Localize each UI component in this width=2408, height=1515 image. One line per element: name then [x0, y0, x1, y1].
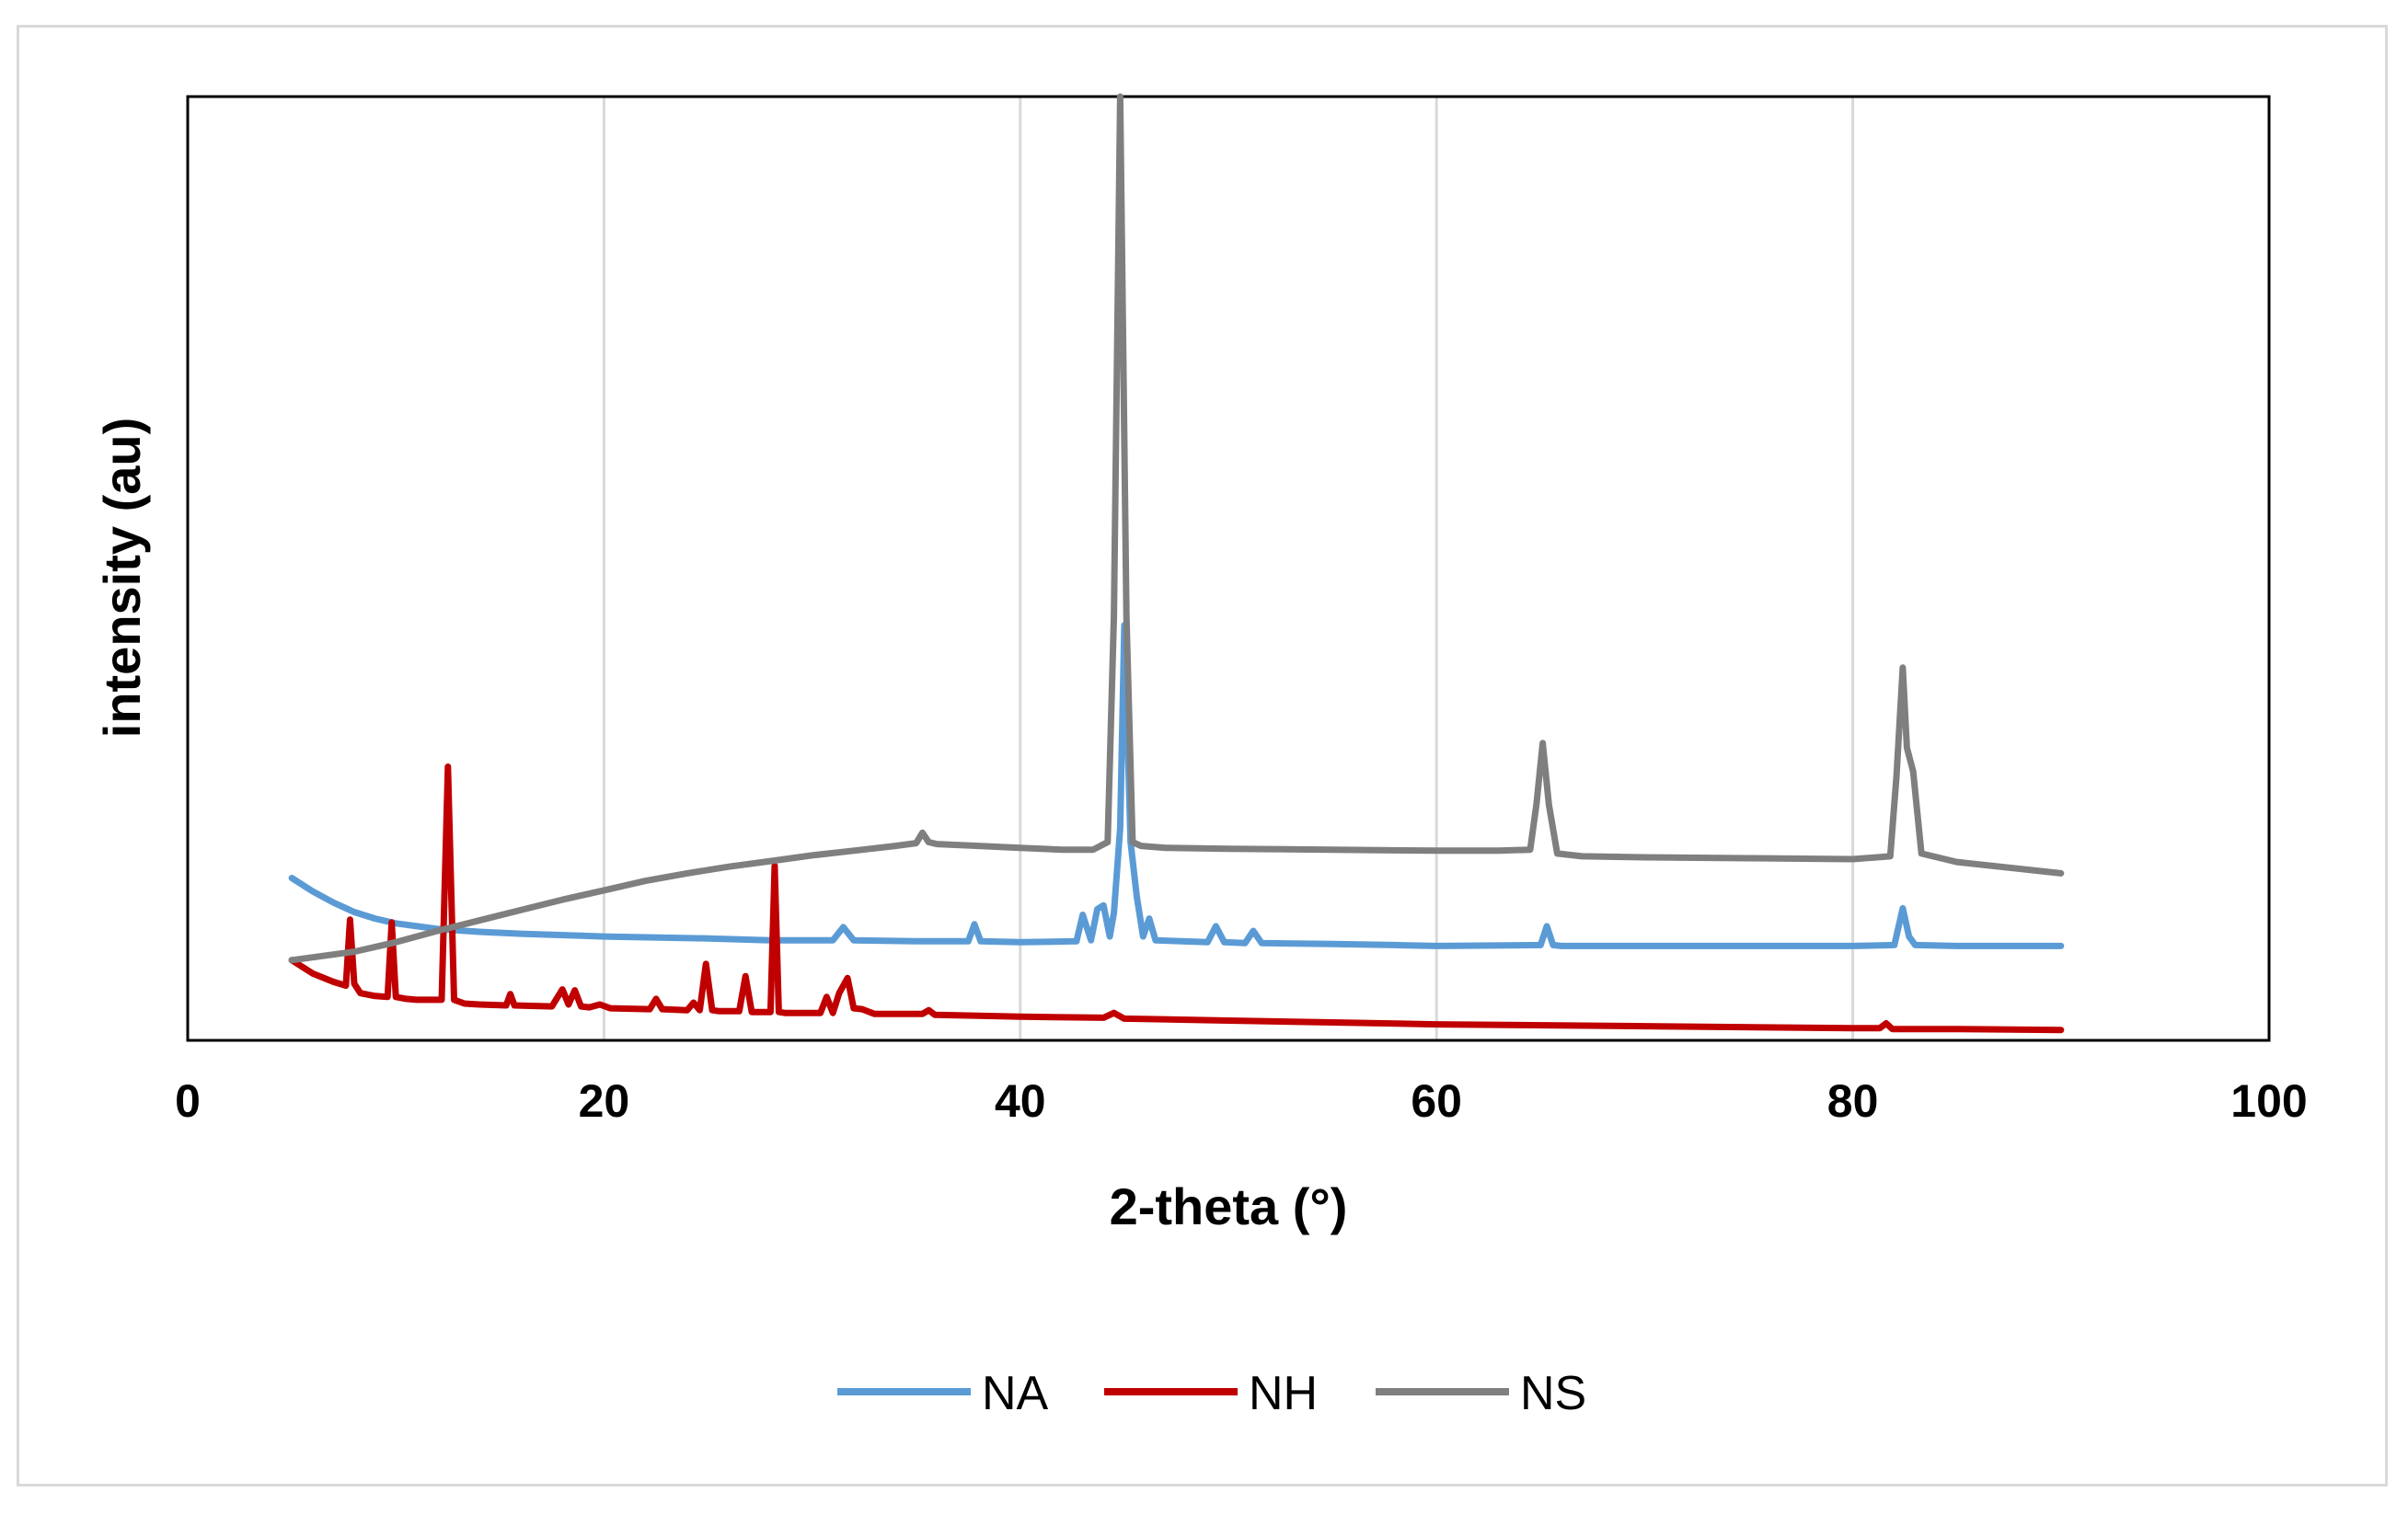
x-tick-label: 100 — [2230, 1075, 2307, 1127]
series-line-ns — [288, 93, 2065, 964]
gridlines — [602, 97, 1855, 1040]
x-axis-title: 2-theta (°) — [1110, 1177, 1348, 1235]
x-tick-label: 0 — [175, 1075, 201, 1127]
series-layer — [288, 93, 2065, 1034]
series-line-na — [288, 622, 2065, 949]
y-axis-title: intensity (au) — [93, 418, 151, 738]
x-tick-label: 20 — [579, 1075, 630, 1127]
x-tick-labels: 0 20 40 60 80 100 — [175, 1075, 2308, 1127]
legend-label-na: NA — [982, 1367, 1049, 1420]
legend: NA NH NS — [837, 1367, 1586, 1420]
x-tick-label: 60 — [1411, 1075, 1462, 1127]
x-tick-label: 80 — [1827, 1075, 1879, 1127]
legend-label-ns: NS — [1520, 1367, 1586, 1420]
legend-label-nh: NH — [1249, 1367, 1318, 1420]
plot-area — [186, 95, 2271, 1042]
chart-frame — [17, 25, 2388, 1486]
x-tick-label: 40 — [995, 1075, 1046, 1127]
series-line-nh — [288, 763, 2065, 1034]
